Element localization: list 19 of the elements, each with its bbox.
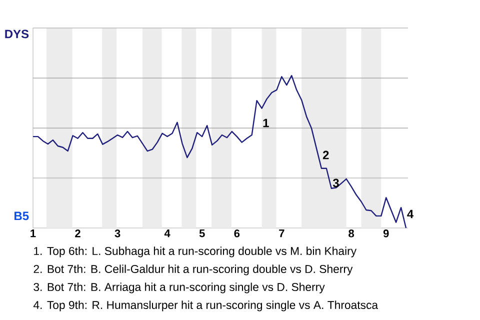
x-tick-label: 1	[30, 230, 36, 238]
x-tick-label: 6	[234, 230, 240, 238]
text: DYS	[5, 30, 29, 38]
x-tick-label: 9	[383, 230, 389, 238]
x-tick-label: 5	[199, 230, 205, 238]
text: 3. Bot 7th: B. Arriaga hit a run-scoring single vs D. Sherry	[34, 282, 325, 294]
x-tick-label: 3	[114, 230, 120, 238]
text: 4. Top 9th: R. Humanslurper hit a run-scoring single vs A. Throatsca	[33, 300, 378, 312]
annotation: 3	[332, 178, 339, 188]
annotation: 4	[407, 210, 414, 218]
x-tick-label: 8	[348, 230, 354, 238]
x-tick-label: 7	[279, 230, 284, 238]
x-tick-label: 4	[164, 230, 170, 238]
text: 1. Top 6th: L. Subhaga hit a run-scoring double vs M. bin Khairy	[34, 246, 357, 258]
annotation: 2	[322, 150, 329, 160]
text: 2. Bot 7th: B. Celil-Galdur hit a run-scoring double vs D. Sherry	[34, 264, 353, 276]
x-tick-label: 2	[75, 230, 80, 238]
text: B5	[14, 212, 29, 220]
annotation: 1	[263, 118, 269, 128]
